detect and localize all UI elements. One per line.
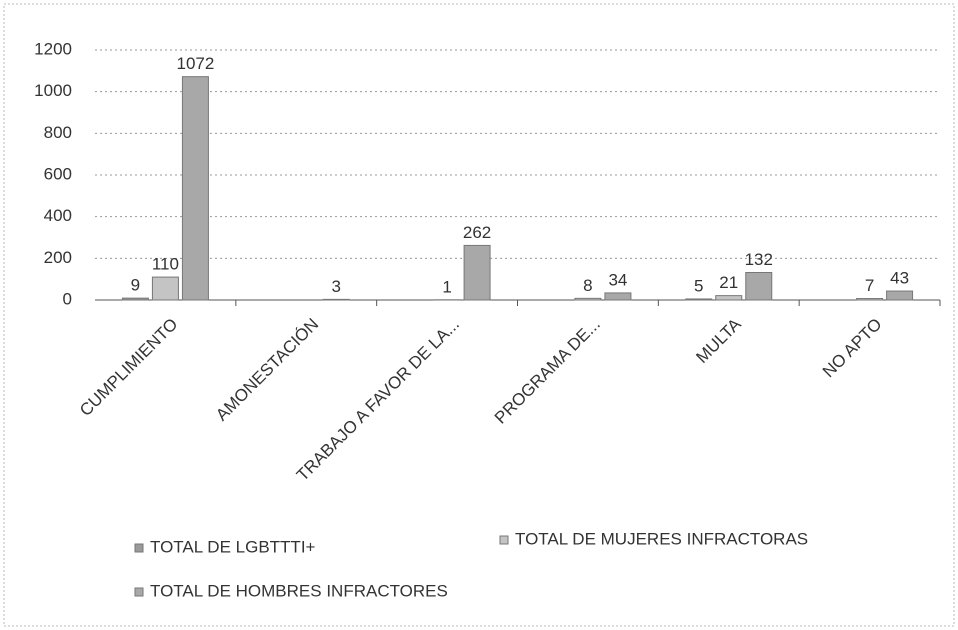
value-label: 132 [745,250,773,269]
value-label: 21 [719,273,738,292]
bar [322,298,350,301]
bar [151,276,179,301]
value-label: 9 [131,276,140,295]
bar [685,298,713,301]
x-tick-label: TRABAJO A FAVOR DE LA... [293,315,463,485]
y-tick-label: 200 [44,248,72,267]
value-label: 8 [583,276,592,295]
value-label: 3 [332,277,341,296]
legend-label: TOTAL DE MUJERES INFRACTORAS [515,529,808,548]
legend-swatch [499,535,509,545]
y-tick-label: 0 [63,289,72,308]
y-tick-label: 1200 [34,39,72,58]
bar [745,272,773,301]
y-tick-label: 400 [44,206,72,225]
value-label: 43 [890,269,909,288]
bar [604,292,632,301]
y-tick-label: 600 [44,164,72,183]
x-tick-label: AMONESTACIÓN [212,315,322,425]
chart-border [3,3,955,627]
x-tick-label: NO APTO [819,315,886,382]
bar [574,297,602,301]
x-tick-label: CUMPLIMIENTO [76,315,181,420]
bar [886,290,914,301]
value-label: 5 [694,276,703,295]
legend-swatch [134,543,144,553]
value-label: 7 [865,276,874,295]
value-label: 110 [152,255,179,274]
x-tick-label: PROGRAMA DE... [491,315,604,428]
bar [856,298,884,301]
y-tick-label: 800 [44,123,72,142]
value-label: 262 [463,223,491,242]
value-label: 1072 [177,54,215,73]
legend-label: TOTAL DE LGBTTTI+ [150,537,316,556]
legend-label: TOTAL DE HOMBRES INFRACTORES [150,581,448,600]
x-tick-label: MULTA [692,314,745,367]
bar [121,297,149,301]
bar [181,76,209,301]
bar [463,244,491,301]
value-label: 1 [442,277,451,296]
y-tick-label: 1000 [34,81,72,100]
legend-swatch [134,587,144,597]
bar [715,295,743,301]
value-label: 34 [608,270,627,289]
